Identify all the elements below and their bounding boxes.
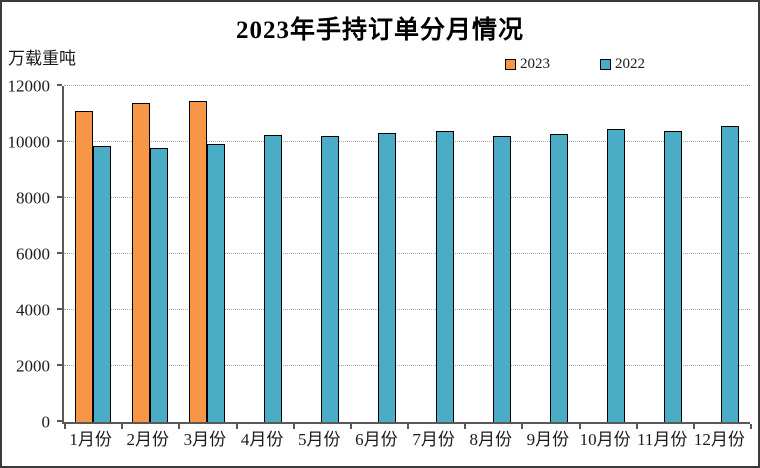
- y-axis-tick-label-4000: 4000: [16, 300, 50, 320]
- bar-2023-2月份: [131, 103, 150, 422]
- y-axis-tick-label-2000: 2000: [16, 356, 50, 376]
- bar-2022-10月份: [607, 128, 626, 422]
- x-axis-tick-4: [292, 424, 295, 429]
- legend: 2023 2022: [505, 56, 645, 73]
- x-axis-labels: 1月份 2月份 3月份 4月份 5月份 6月份 7月份 8月份 9月份 10月份 11月份 12月份: [62, 430, 748, 455]
- gridline-6000: [64, 253, 750, 254]
- y-axis-tick-label-8000: 8000: [16, 188, 50, 208]
- bar-2022-6月份: [378, 132, 397, 422]
- bar-2022-5月份: [321, 136, 340, 422]
- bar-2022-12月份: [721, 126, 740, 422]
- x-axis-label-7月份: 7月份: [412, 430, 455, 449]
- bar-2022-11月份: [664, 130, 683, 422]
- gridline-4000: [64, 309, 750, 310]
- y-axis-tick-labels: 0 2000 4000 6000 8000 10000 12000: [2, 78, 54, 431]
- y-axis-tick-10000: [57, 140, 62, 142]
- x-axis-label-9月份: 9月份: [526, 430, 570, 449]
- x-axis-tick-10: [635, 424, 638, 429]
- legend-item-2023: 2023: [505, 56, 550, 73]
- x-axis-tick-8: [521, 424, 524, 429]
- x-axis-tick-9: [578, 424, 581, 429]
- x-axis-label-4月份: 4月份: [240, 430, 284, 449]
- y-axis-tick-label-12000: 12000: [7, 76, 51, 96]
- gridline-12000: [64, 85, 750, 86]
- legend-swatch-2023-icon: [505, 59, 516, 70]
- gridline-8000: [64, 197, 750, 198]
- x-axis-tick-2: [178, 424, 181, 429]
- y-axis-tick-0: [57, 420, 62, 422]
- y-axis-tick-label-0: 0: [41, 412, 51, 432]
- x-axis-label-6月份: 6月份: [355, 430, 398, 449]
- x-axis-tick-0: [64, 424, 66, 429]
- bar-2022-8月份: [492, 136, 511, 422]
- x-axis-tick-12: [750, 424, 752, 429]
- x-axis-tick-7: [464, 424, 467, 429]
- gridline-10000: [64, 141, 750, 142]
- chart-title: 2023年手持订单分月情况: [235, 17, 524, 44]
- bar-2022-2月份: [149, 148, 168, 422]
- bar-2022-1月份: [92, 146, 111, 422]
- x-axis-label-11月份: 11月份: [637, 430, 688, 449]
- x-axis-tick-5: [349, 424, 352, 429]
- legend-label-2022: 2022: [615, 56, 645, 72]
- x-axis-label-1月份: 1月份: [69, 430, 112, 449]
- legend-label-2023: 2023: [520, 56, 550, 72]
- y-axis-tick-12000: [57, 84, 62, 86]
- x-axis-tick-11: [692, 424, 695, 429]
- x-axis-label-2月份: 2月份: [126, 430, 170, 449]
- x-axis-label-8月份: 8月份: [469, 430, 513, 449]
- bar-2023-3月份: [188, 101, 207, 422]
- y-axis-tick-4000: [57, 308, 62, 310]
- y-axis-tick-2000: [57, 364, 62, 366]
- x-axis-tick-6: [407, 424, 409, 429]
- x-axis-label-3月份: 3月份: [183, 430, 227, 449]
- legend-swatch-2022-icon: [600, 59, 611, 70]
- legend-item-2022: 2022: [600, 56, 645, 73]
- x-axis-tick-3: [235, 424, 238, 429]
- gridline-2000: [64, 365, 750, 366]
- x-axis-label-5月份: 5月份: [298, 430, 341, 449]
- bar-2022-3月份: [206, 144, 225, 422]
- bar-2023-1月份: [74, 110, 93, 422]
- bar-2022-4月份: [264, 134, 283, 422]
- x-axis-tick-1: [121, 424, 124, 429]
- plot-area: [57, 84, 752, 429]
- y-axis-tick-label-10000: 10000: [7, 132, 51, 152]
- x-axis-label-10月份: 10月份: [579, 430, 631, 449]
- x-axis-label-12月份: 12月份: [693, 430, 745, 449]
- y-axis-tick-label-6000: 6000: [16, 244, 50, 264]
- y-axis-unit-label: 万载重吨: [8, 49, 76, 68]
- bar-2022-7月份: [435, 130, 454, 422]
- y-axis-tick-8000: [57, 196, 62, 198]
- bar-2022-9月份: [549, 133, 568, 422]
- y-axis-tick-6000: [57, 252, 62, 254]
